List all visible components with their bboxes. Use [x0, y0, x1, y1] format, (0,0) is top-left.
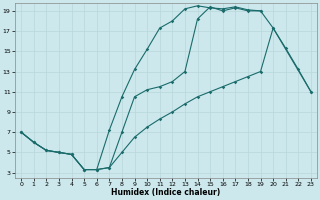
- X-axis label: Humidex (Indice chaleur): Humidex (Indice chaleur): [111, 188, 221, 197]
